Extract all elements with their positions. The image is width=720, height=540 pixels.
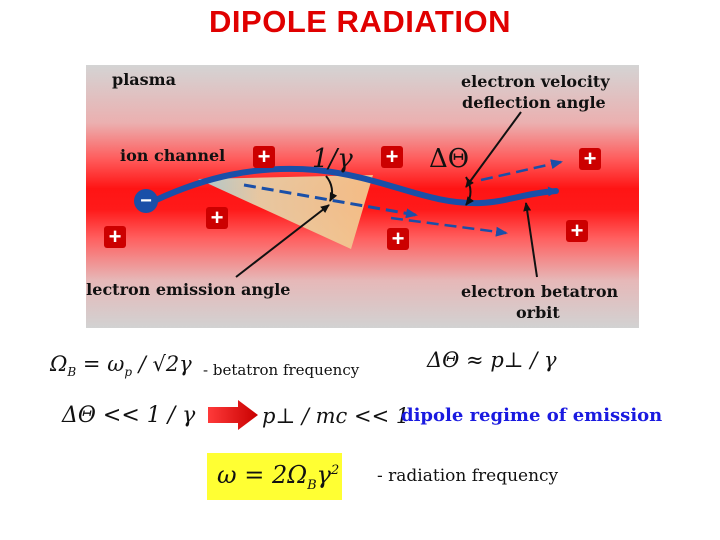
radiation-frequency-box: ω = 2ΩBγ2 xyxy=(207,453,342,500)
ion-plus: + xyxy=(104,224,126,249)
betatron-orbit-label-2: orbit xyxy=(516,303,560,322)
svg-text:+: + xyxy=(571,218,584,243)
svg-text:+: + xyxy=(109,224,122,249)
emission-angle-pointer xyxy=(235,204,330,278)
emission-angle-label: electron emission angle xyxy=(86,280,290,299)
betatron-orbit xyxy=(153,165,559,207)
svg-text:+: + xyxy=(211,205,224,230)
delta-theta: ΔΘ xyxy=(429,144,469,174)
electron: − xyxy=(134,189,158,213)
plasma-label: plasma xyxy=(112,70,176,89)
velocity-angle-label-1: electron velocity xyxy=(461,72,610,91)
svg-text:+: + xyxy=(584,146,597,171)
implies-arrow-icon xyxy=(208,400,258,430)
emission-cone xyxy=(198,175,373,249)
svg-text:+: + xyxy=(386,144,399,169)
velocity-angle-label-2: deflection angle xyxy=(462,93,606,112)
ion-plus: + xyxy=(566,218,588,243)
ion-channel-diagram: + + + + + + + − plasma electron velocity… xyxy=(86,65,639,328)
condition-right-formula: p⊥ / mc << 1 xyxy=(262,404,410,428)
page-title: DIPOLE RADIATION xyxy=(209,4,511,39)
delta-theta-formula: ΔΘ ≈ p⊥ / γ xyxy=(427,348,557,372)
velocity-direction-dashed xyxy=(480,159,563,182)
betatron-orbit-label-1: electron betatron xyxy=(461,282,618,301)
velocity-angle-pointer xyxy=(465,111,522,188)
ion-plus: + xyxy=(387,226,409,251)
ion-plus: + xyxy=(253,144,275,169)
radiation-frequency-formula: ω = 2ΩBγ2 xyxy=(217,461,340,493)
axis-dashed xyxy=(390,216,508,237)
ion-plus: + xyxy=(381,144,403,169)
betatron-frequency-caption: - betatron frequency xyxy=(203,361,360,379)
emission-direction-dashed xyxy=(243,183,418,219)
svg-text:+: + xyxy=(258,144,271,169)
svg-text:−: − xyxy=(140,190,152,212)
radiation-frequency-caption: - radiation frequency xyxy=(377,466,559,486)
ion-plus: + xyxy=(206,205,228,230)
condition-left-formula: ΔΘ << 1 / γ xyxy=(62,403,196,428)
svg-text:+: + xyxy=(392,226,405,251)
ion-plus: + xyxy=(579,146,601,171)
orbit-pointer xyxy=(523,202,538,278)
emission-angle-arc xyxy=(325,175,338,202)
ion-channel-label: ion channel xyxy=(120,146,225,165)
one-over-gamma: 1/γ xyxy=(312,144,353,174)
betatron-frequency-formula: ΩB = ωp / √2γ xyxy=(50,352,192,380)
dipole-regime-label: dipole regime of emission xyxy=(401,405,663,426)
